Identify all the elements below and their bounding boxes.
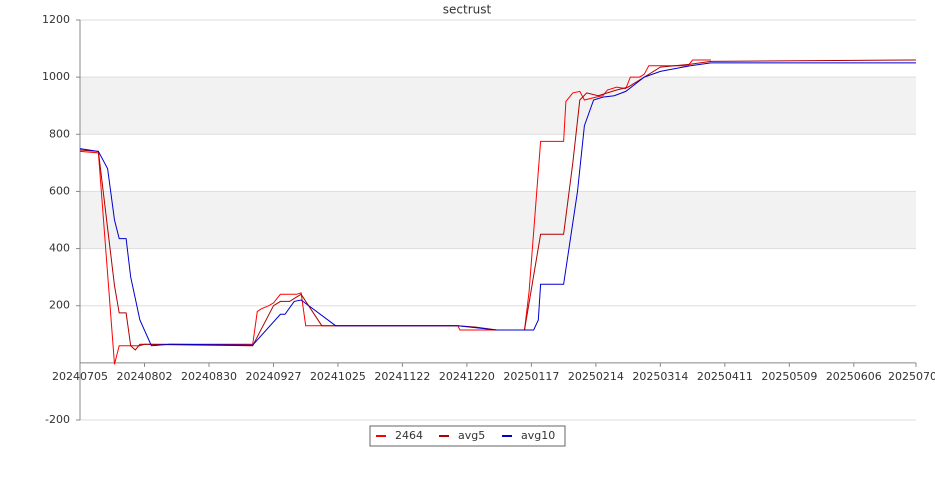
x-tick-label: 20240705	[52, 370, 108, 383]
grid-band	[80, 191, 916, 249]
x-tick-label: 20240830	[181, 370, 237, 383]
x-tick-label: 20250411	[697, 370, 753, 383]
legend-label: avg10	[521, 429, 555, 442]
x-tick-label: 20250117	[503, 370, 559, 383]
x-tick-label: 20240802	[116, 370, 172, 383]
chart-title: sectrust	[443, 3, 492, 17]
x-tick-label: 20250214	[568, 370, 624, 383]
legend: 2464 avg5 avg10	[369, 425, 566, 447]
series-line	[79, 62, 916, 347]
x-tick-label: 20250509	[761, 370, 817, 383]
x-tick-label: 20241220	[439, 370, 495, 383]
x-tick-label: 20250606	[826, 370, 882, 383]
y-tick-label: -200	[45, 413, 70, 426]
y-tick-label: 200	[49, 299, 70, 312]
x-tick-label: 20250314	[632, 370, 688, 383]
legend-label: avg5	[458, 429, 485, 442]
x-tick-label: 20250703	[888, 370, 935, 383]
y-tick-label: 1000	[42, 70, 70, 83]
x-tick-label: 20241025	[310, 370, 366, 383]
y-tick-label: 800	[49, 127, 70, 140]
y-tick-label: 600	[49, 184, 70, 197]
legend-box	[369, 425, 566, 447]
y-tick-label: 1200	[42, 13, 70, 26]
legend-label: 2464	[395, 429, 423, 442]
x-tick-label: 20241122	[374, 370, 430, 383]
grid-band	[80, 77, 916, 135]
x-tick-label: 20240927	[245, 370, 301, 383]
series-line	[79, 59, 711, 365]
y-tick-label: 400	[49, 242, 70, 255]
